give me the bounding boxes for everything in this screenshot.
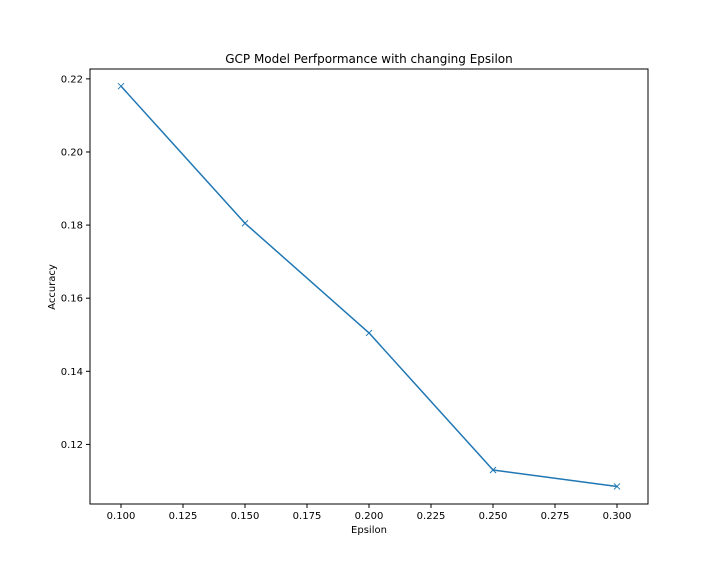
x-tick-label: 0.175	[293, 511, 322, 522]
data-point-marker	[613, 483, 621, 490]
x-tick-label: 0.300	[603, 511, 632, 522]
y-axis-label: Accuracy	[47, 264, 58, 310]
data-point-marker	[241, 219, 249, 227]
y-tick-label: 0.16	[61, 294, 83, 305]
plot-area-frame	[89, 68, 649, 505]
x-tick-label: 0.125	[169, 511, 198, 522]
data-point-marker	[365, 329, 373, 337]
x-tick-label: 0.225	[417, 511, 446, 522]
y-tick-label: 0.12	[61, 440, 83, 451]
y-tick-label: 0.22	[61, 74, 83, 85]
y-axis: 0.12 0.14 0.16 0.18 0.20 0.22	[61, 74, 90, 451]
series-line	[120, 85, 618, 488]
y-tick-label: 0.14	[61, 367, 83, 378]
x-axis: 0.100 0.125 0.150 0.175 0.200 0.225 0.250 0.275…	[107, 504, 632, 522]
data-point-marker	[489, 466, 497, 474]
x-axis-label: Epsilon	[351, 525, 387, 536]
x-tick-label: 0.275	[541, 511, 570, 522]
chart-title: GCP Model Perfpormance with changing Eps…	[225, 52, 513, 66]
data-point-marker	[117, 82, 125, 90]
y-tick-label: 0.18	[61, 221, 83, 232]
x-tick-label: 0.150	[231, 511, 260, 522]
x-tick-label: 0.100	[107, 511, 136, 522]
x-tick-label: 0.250	[479, 511, 508, 522]
series-layer	[117, 82, 621, 490]
x-tick-label: 0.200	[355, 511, 384, 522]
y-tick-label: 0.20	[61, 147, 83, 158]
